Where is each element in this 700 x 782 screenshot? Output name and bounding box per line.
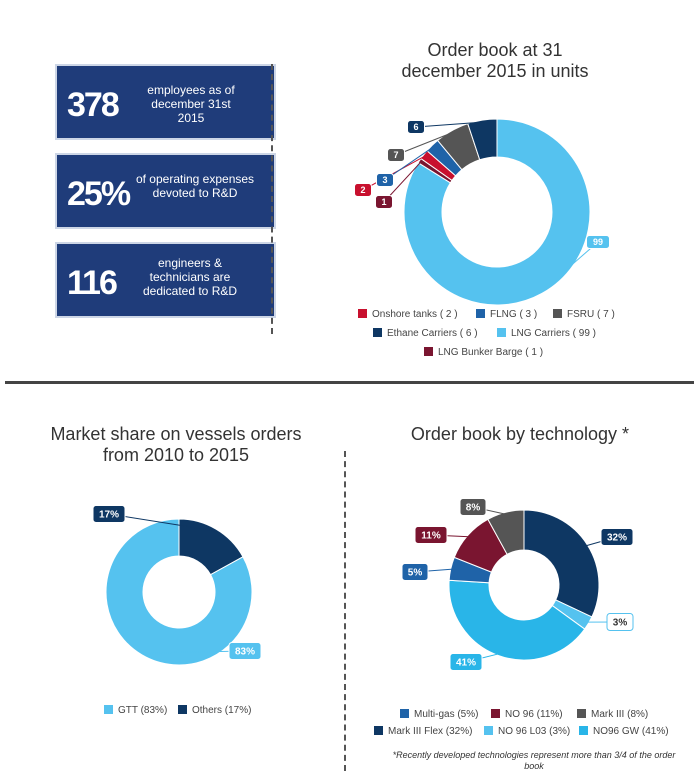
legend-label: Mark III (8%) <box>591 709 649 720</box>
label-leader <box>395 131 454 156</box>
legend-swatch <box>484 726 493 735</box>
stat-box-opex: 25% of operating expenses devoted to R&D <box>55 153 276 229</box>
data-label: 99 <box>593 237 603 247</box>
data-label-box <box>414 526 448 544</box>
legend-item: FSRU ( 7 ) <box>553 309 615 320</box>
legend-label: NO96 GW (41%) <box>593 726 669 737</box>
legend-swatch <box>491 709 500 718</box>
chart3-footnote: *Recently developed technologies represe… <box>392 750 676 771</box>
data-label: 32% <box>607 533 627 544</box>
stat-box-engineers: 116 engineers & technicians are dedicate… <box>55 242 276 318</box>
data-label-box <box>387 148 405 162</box>
legend-item: Mark III Flex (32%) <box>374 726 472 737</box>
divider-bottom <box>344 451 346 771</box>
legend-label: Multi-gas (5%) <box>414 709 479 720</box>
legend-label: Mark III Flex (32%) <box>388 726 473 737</box>
slice-ethane-carriers <box>467 118 498 161</box>
stat-text: of operating expenses devoted to R&D <box>135 172 255 200</box>
data-label: 7 <box>393 150 398 160</box>
data-label: 11% <box>421 531 441 542</box>
legend-swatch <box>577 709 586 718</box>
data-label-box <box>228 642 262 660</box>
legend-label: Onshore tanks ( 2 ) <box>372 309 458 320</box>
legend-swatch <box>373 328 382 337</box>
legend-swatch <box>553 309 562 318</box>
legend-item: FLNG ( 3 ) <box>476 309 537 320</box>
data-label-box <box>401 563 429 581</box>
data-label-box <box>459 498 487 516</box>
legend-swatch <box>374 726 383 735</box>
legend-item: Mark III (8%) <box>577 709 648 720</box>
legend-label: LNG Carriers ( 99 ) <box>511 328 597 339</box>
legend-swatch <box>476 309 485 318</box>
data-label-box <box>354 183 372 197</box>
data-label: 1 <box>381 197 386 207</box>
label-leader <box>540 241 599 292</box>
data-label-box <box>449 653 483 671</box>
legend-item: LNG Bunker Barge ( 1 ) <box>424 347 543 358</box>
legend-swatch <box>400 709 409 718</box>
data-label: 83% <box>235 647 255 658</box>
legend-item: Ethane Carriers ( 6 ) <box>373 328 478 339</box>
data-label: 17% <box>99 510 119 521</box>
stat-box-employees: 378 employees as of december 31st 2015 <box>55 64 276 140</box>
slice-mark-iii-flex <box>523 509 600 618</box>
legend-item: Onshore tanks ( 2 ) <box>358 309 458 320</box>
data-label-box <box>600 528 634 546</box>
chart1-title: Order book at 31 december 2015 in units <box>401 40 589 81</box>
slice-no96-gw <box>448 579 586 661</box>
data-label: 8% <box>466 503 481 514</box>
legend-item: NO96 GW (41%) <box>579 726 669 737</box>
legend-label: FSRU ( 7 ) <box>567 309 615 320</box>
label-leader <box>362 155 426 191</box>
legend-swatch <box>579 726 588 735</box>
legend-label: GTT (83%) <box>118 705 168 716</box>
legend-swatch <box>104 705 113 714</box>
data-label-box <box>92 505 126 523</box>
data-label: 6 <box>413 122 418 132</box>
data-label-box <box>586 235 610 249</box>
legend-swatch <box>424 347 433 356</box>
section-divider <box>5 381 694 384</box>
data-label-box <box>407 120 425 134</box>
legend-item: GTT (83%) <box>104 705 167 716</box>
legend-label: FLNG ( 3 ) <box>490 309 538 320</box>
divider-top <box>271 64 273 334</box>
legend-swatch <box>358 309 367 318</box>
legend-item: LNG Carriers ( 99 ) <box>497 328 596 339</box>
legend-item: NO 96 L03 (3%) <box>484 726 570 737</box>
stat-number: 25% <box>67 175 131 213</box>
slice-lng-carriers <box>403 118 591 306</box>
data-label-box <box>376 173 394 187</box>
legend-item: Others (17%) <box>178 705 251 716</box>
chart3-title: Order book by technology * <box>410 424 630 444</box>
data-label: 3% <box>613 618 628 629</box>
stat-text: engineers & technicians are dedicated to… <box>142 256 238 298</box>
slice-mark-iii <box>487 509 525 556</box>
label-leader <box>142 650 246 654</box>
legend-swatch <box>497 328 506 337</box>
data-label-box <box>375 195 393 209</box>
legend-label: NO 96 L03 (3%) <box>498 726 571 737</box>
legend-label: Ethane Carriers ( 6 ) <box>387 328 478 339</box>
label-leader <box>108 513 216 532</box>
data-label: 41% <box>456 658 476 669</box>
chart2-title: Market share on vessels orders from 2010… <box>50 424 302 465</box>
data-label-box <box>606 613 634 631</box>
data-label: 5% <box>408 568 423 579</box>
stat-number: 378 <box>67 86 120 124</box>
stat-number: 116 <box>67 264 118 302</box>
data-label: 2 <box>360 185 365 195</box>
legend-item: NO 96 (11%) <box>491 709 563 720</box>
stat-text: employees as of december 31st 2015 <box>147 83 235 125</box>
legend-label: NO 96 (11%) <box>505 709 563 720</box>
legend-label: LNG Bunker Barge ( 1 ) <box>438 347 544 358</box>
data-label: 3 <box>382 175 387 185</box>
slice-gtt <box>105 518 253 666</box>
legend-item: Multi-gas (5%) <box>400 709 478 720</box>
legend-swatch <box>178 705 187 714</box>
label-leader <box>415 121 483 128</box>
legend-label: Others (17%) <box>192 705 252 716</box>
